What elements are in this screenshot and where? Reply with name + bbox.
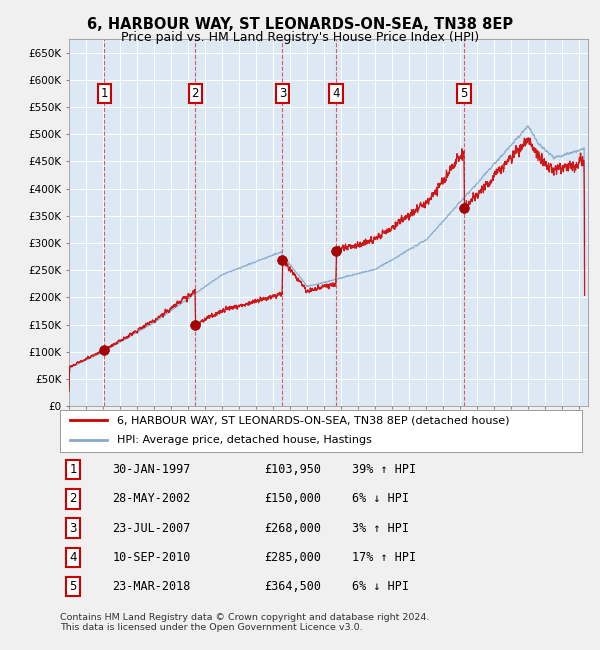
- Text: £150,000: £150,000: [264, 493, 321, 506]
- Text: 2: 2: [191, 87, 199, 100]
- Text: 17% ↑ HPI: 17% ↑ HPI: [352, 551, 416, 564]
- Text: 1: 1: [70, 463, 77, 476]
- Text: £285,000: £285,000: [264, 551, 321, 564]
- Text: £103,950: £103,950: [264, 463, 321, 476]
- Text: Contains HM Land Registry data © Crown copyright and database right 2024.
This d: Contains HM Land Registry data © Crown c…: [60, 613, 430, 632]
- Text: 23-JUL-2007: 23-JUL-2007: [112, 521, 191, 534]
- Text: 6% ↓ HPI: 6% ↓ HPI: [352, 493, 409, 506]
- Text: 6, HARBOUR WAY, ST LEONARDS-ON-SEA, TN38 8EP: 6, HARBOUR WAY, ST LEONARDS-ON-SEA, TN38…: [87, 17, 513, 32]
- Text: £268,000: £268,000: [264, 521, 321, 534]
- Text: 6% ↓ HPI: 6% ↓ HPI: [352, 580, 409, 593]
- Text: Price paid vs. HM Land Registry's House Price Index (HPI): Price paid vs. HM Land Registry's House …: [121, 31, 479, 44]
- Text: 10-SEP-2010: 10-SEP-2010: [112, 551, 191, 564]
- Text: 28-MAY-2002: 28-MAY-2002: [112, 493, 191, 506]
- Text: 3: 3: [278, 87, 286, 100]
- Text: 5: 5: [70, 580, 77, 593]
- Text: 3% ↑ HPI: 3% ↑ HPI: [352, 521, 409, 534]
- Text: HPI: Average price, detached house, Hastings: HPI: Average price, detached house, Hast…: [118, 435, 372, 445]
- Text: 5: 5: [460, 87, 468, 100]
- Text: 2: 2: [70, 493, 77, 506]
- Text: 30-JAN-1997: 30-JAN-1997: [112, 463, 191, 476]
- Text: 4: 4: [70, 551, 77, 564]
- Text: 4: 4: [332, 87, 340, 100]
- Text: 3: 3: [70, 521, 77, 534]
- Text: 1: 1: [101, 87, 108, 100]
- Text: 6, HARBOUR WAY, ST LEONARDS-ON-SEA, TN38 8EP (detached house): 6, HARBOUR WAY, ST LEONARDS-ON-SEA, TN38…: [118, 415, 510, 425]
- Text: £364,500: £364,500: [264, 580, 321, 593]
- Text: 23-MAR-2018: 23-MAR-2018: [112, 580, 191, 593]
- Text: 39% ↑ HPI: 39% ↑ HPI: [352, 463, 416, 476]
